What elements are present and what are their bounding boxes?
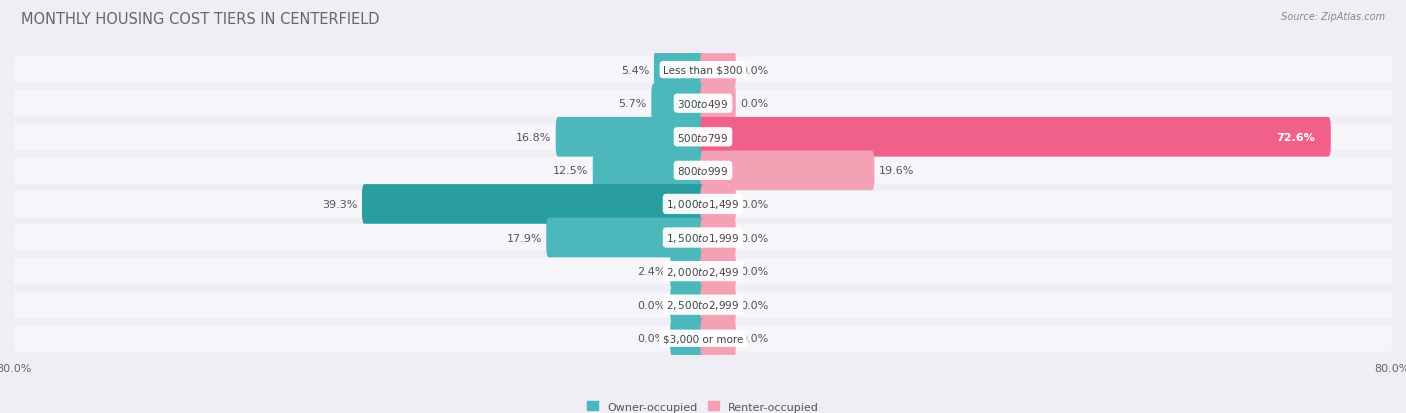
Text: 16.8%: 16.8% <box>516 133 551 142</box>
Text: 19.6%: 19.6% <box>879 166 914 176</box>
Text: 0.0%: 0.0% <box>740 266 768 276</box>
Text: $3,000 or more: $3,000 or more <box>662 333 744 344</box>
FancyBboxPatch shape <box>14 225 1392 251</box>
Text: 0.0%: 0.0% <box>740 99 768 109</box>
Text: MONTHLY HOUSING COST TIERS IN CENTERFIELD: MONTHLY HOUSING COST TIERS IN CENTERFIEL… <box>21 12 380 27</box>
FancyBboxPatch shape <box>14 91 1392 117</box>
Text: Less than $300: Less than $300 <box>664 65 742 76</box>
FancyBboxPatch shape <box>700 252 735 291</box>
Text: 5.4%: 5.4% <box>621 65 650 76</box>
Text: 0.0%: 0.0% <box>740 300 768 310</box>
FancyBboxPatch shape <box>14 191 1392 218</box>
Text: 0.0%: 0.0% <box>740 199 768 209</box>
FancyBboxPatch shape <box>671 252 706 291</box>
Text: 0.0%: 0.0% <box>740 333 768 344</box>
FancyBboxPatch shape <box>14 325 1392 351</box>
FancyBboxPatch shape <box>700 319 735 358</box>
Text: $2,500 to $2,999: $2,500 to $2,999 <box>666 299 740 311</box>
FancyBboxPatch shape <box>593 151 706 191</box>
Text: 39.3%: 39.3% <box>322 199 357 209</box>
FancyBboxPatch shape <box>555 118 706 157</box>
FancyBboxPatch shape <box>700 84 735 124</box>
Text: Source: ZipAtlas.com: Source: ZipAtlas.com <box>1281 12 1385 22</box>
Text: $1,500 to $1,999: $1,500 to $1,999 <box>666 231 740 244</box>
FancyBboxPatch shape <box>671 285 706 325</box>
FancyBboxPatch shape <box>14 158 1392 184</box>
Text: $300 to $499: $300 to $499 <box>678 98 728 110</box>
Text: 2.4%: 2.4% <box>637 266 666 276</box>
Text: 72.6%: 72.6% <box>1277 133 1315 142</box>
FancyBboxPatch shape <box>547 218 706 258</box>
FancyBboxPatch shape <box>361 185 706 224</box>
Text: $800 to $999: $800 to $999 <box>678 165 728 177</box>
Text: 0.0%: 0.0% <box>638 333 666 344</box>
FancyBboxPatch shape <box>671 319 706 358</box>
Legend: Owner-occupied, Renter-occupied: Owner-occupied, Renter-occupied <box>582 396 824 413</box>
FancyBboxPatch shape <box>700 185 735 224</box>
Text: 0.0%: 0.0% <box>638 300 666 310</box>
Text: 5.7%: 5.7% <box>619 99 647 109</box>
FancyBboxPatch shape <box>700 51 735 90</box>
FancyBboxPatch shape <box>700 285 735 325</box>
FancyBboxPatch shape <box>651 84 706 124</box>
Text: 17.9%: 17.9% <box>506 233 541 243</box>
Text: 12.5%: 12.5% <box>553 166 589 176</box>
Text: $2,000 to $2,499: $2,000 to $2,499 <box>666 265 740 278</box>
FancyBboxPatch shape <box>700 151 875 191</box>
FancyBboxPatch shape <box>654 51 706 90</box>
FancyBboxPatch shape <box>14 124 1392 150</box>
Text: $500 to $799: $500 to $799 <box>678 131 728 143</box>
Text: 0.0%: 0.0% <box>740 65 768 76</box>
Text: 0.0%: 0.0% <box>740 233 768 243</box>
FancyBboxPatch shape <box>14 292 1392 318</box>
FancyBboxPatch shape <box>700 218 735 258</box>
Text: $1,000 to $1,499: $1,000 to $1,499 <box>666 198 740 211</box>
FancyBboxPatch shape <box>14 259 1392 285</box>
FancyBboxPatch shape <box>14 57 1392 83</box>
FancyBboxPatch shape <box>700 118 1331 157</box>
